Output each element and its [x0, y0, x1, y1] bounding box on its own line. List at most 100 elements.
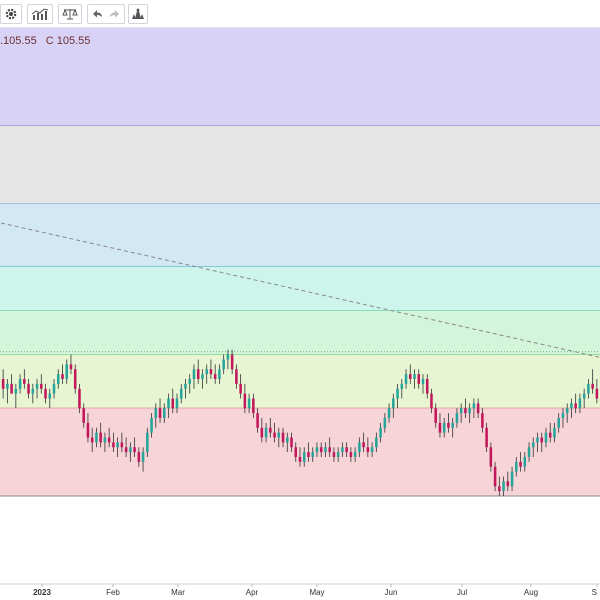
candle[interactable]: [527, 442, 531, 462]
candle[interactable]: [408, 364, 412, 384]
candle[interactable]: [273, 422, 276, 443]
candle[interactable]: [553, 422, 556, 443]
candle[interactable]: [146, 427, 149, 457]
trend-line[interactable]: [0, 222, 600, 358]
candle[interactable]: [587, 379, 590, 399]
candle[interactable]: [14, 383, 18, 409]
candle[interactable]: [302, 447, 306, 467]
candle[interactable]: [502, 476, 505, 497]
candle[interactable]: [442, 418, 446, 438]
candle[interactable]: [290, 432, 293, 453]
candle[interactable]: [358, 437, 361, 458]
candle[interactable]: [247, 393, 251, 414]
candle[interactable]: [468, 403, 471, 423]
candle[interactable]: [362, 432, 365, 453]
candle[interactable]: [506, 471, 510, 492]
candle[interactable]: [95, 427, 98, 448]
candle[interactable]: [434, 403, 437, 428]
candle[interactable]: [510, 466, 514, 492]
candle[interactable]: [324, 442, 327, 457]
candle[interactable]: [315, 442, 319, 457]
candle[interactable]: [591, 369, 594, 394]
candle[interactable]: [196, 359, 200, 384]
candle[interactable]: [515, 457, 518, 477]
candle[interactable]: [61, 364, 64, 384]
candle[interactable]: [150, 413, 153, 438]
candle[interactable]: [544, 427, 548, 448]
redo-icon[interactable]: [109, 8, 121, 20]
candle[interactable]: [260, 418, 264, 443]
undo-icon[interactable]: [91, 8, 103, 20]
candle[interactable]: [44, 383, 47, 404]
candle[interactable]: [557, 413, 560, 433]
candle[interactable]: [366, 437, 370, 458]
candle[interactable]: [396, 383, 399, 409]
candle[interactable]: [353, 447, 357, 462]
indicators-button[interactable]: [27, 4, 53, 24]
candle[interactable]: [328, 437, 331, 458]
candle[interactable]: [184, 379, 187, 399]
candle[interactable]: [201, 369, 204, 389]
candle[interactable]: [239, 374, 242, 399]
candle[interactable]: [82, 403, 85, 428]
candle[interactable]: [218, 364, 221, 384]
candle[interactable]: [578, 393, 582, 414]
candle[interactable]: [336, 447, 340, 462]
candle[interactable]: [222, 354, 225, 375]
candle[interactable]: [519, 452, 522, 472]
candle[interactable]: [498, 476, 501, 497]
candle[interactable]: [451, 418, 454, 438]
candle[interactable]: [536, 432, 539, 453]
settings-button[interactable]: [0, 4, 22, 24]
candle[interactable]: [120, 432, 124, 453]
candle[interactable]: [459, 403, 463, 423]
candle[interactable]: [349, 447, 353, 462]
candle[interactable]: [281, 427, 285, 448]
candle[interactable]: [345, 442, 348, 457]
candle[interactable]: [78, 383, 81, 414]
candle[interactable]: [179, 383, 183, 404]
candle[interactable]: [455, 408, 459, 428]
candle[interactable]: [383, 413, 387, 433]
candle[interactable]: [252, 393, 255, 418]
candle[interactable]: [472, 398, 476, 419]
candle[interactable]: [307, 442, 310, 462]
candle[interactable]: [27, 379, 30, 399]
candle[interactable]: [485, 422, 488, 453]
candle[interactable]: [561, 408, 565, 428]
candle[interactable]: [226, 349, 230, 370]
candle[interactable]: [31, 383, 35, 404]
candle[interactable]: [489, 442, 493, 472]
candle[interactable]: [23, 369, 26, 389]
candle[interactable]: [116, 437, 119, 458]
candle[interactable]: [213, 364, 217, 384]
candle[interactable]: [523, 452, 527, 472]
candle[interactable]: [90, 427, 94, 453]
candle[interactable]: [595, 379, 599, 404]
candle[interactable]: [264, 422, 268, 443]
candle[interactable]: [582, 388, 586, 409]
candle[interactable]: [570, 398, 573, 419]
candle[interactable]: [124, 437, 128, 458]
candle[interactable]: [167, 393, 170, 418]
candle[interactable]: [425, 374, 429, 399]
candle[interactable]: [400, 379, 404, 399]
candle[interactable]: [531, 437, 535, 458]
candle[interactable]: [154, 403, 158, 428]
candle[interactable]: [230, 349, 234, 375]
candle[interactable]: [137, 447, 141, 467]
candle[interactable]: [311, 447, 314, 462]
candle[interactable]: [103, 432, 107, 453]
candle[interactable]: [430, 388, 433, 414]
price-chart[interactable]: 2023 Feb Mar Apr May Jun Jul Aug S: [0, 28, 600, 600]
candle[interactable]: [370, 442, 374, 457]
candle[interactable]: [464, 398, 467, 419]
candle[interactable]: [277, 427, 281, 448]
candle[interactable]: [133, 437, 136, 458]
candle[interactable]: [481, 408, 484, 433]
candle[interactable]: [392, 393, 395, 418]
candle[interactable]: [235, 364, 238, 389]
candle[interactable]: [163, 403, 166, 423]
candle[interactable]: [565, 403, 569, 423]
candle[interactable]: [417, 369, 421, 389]
